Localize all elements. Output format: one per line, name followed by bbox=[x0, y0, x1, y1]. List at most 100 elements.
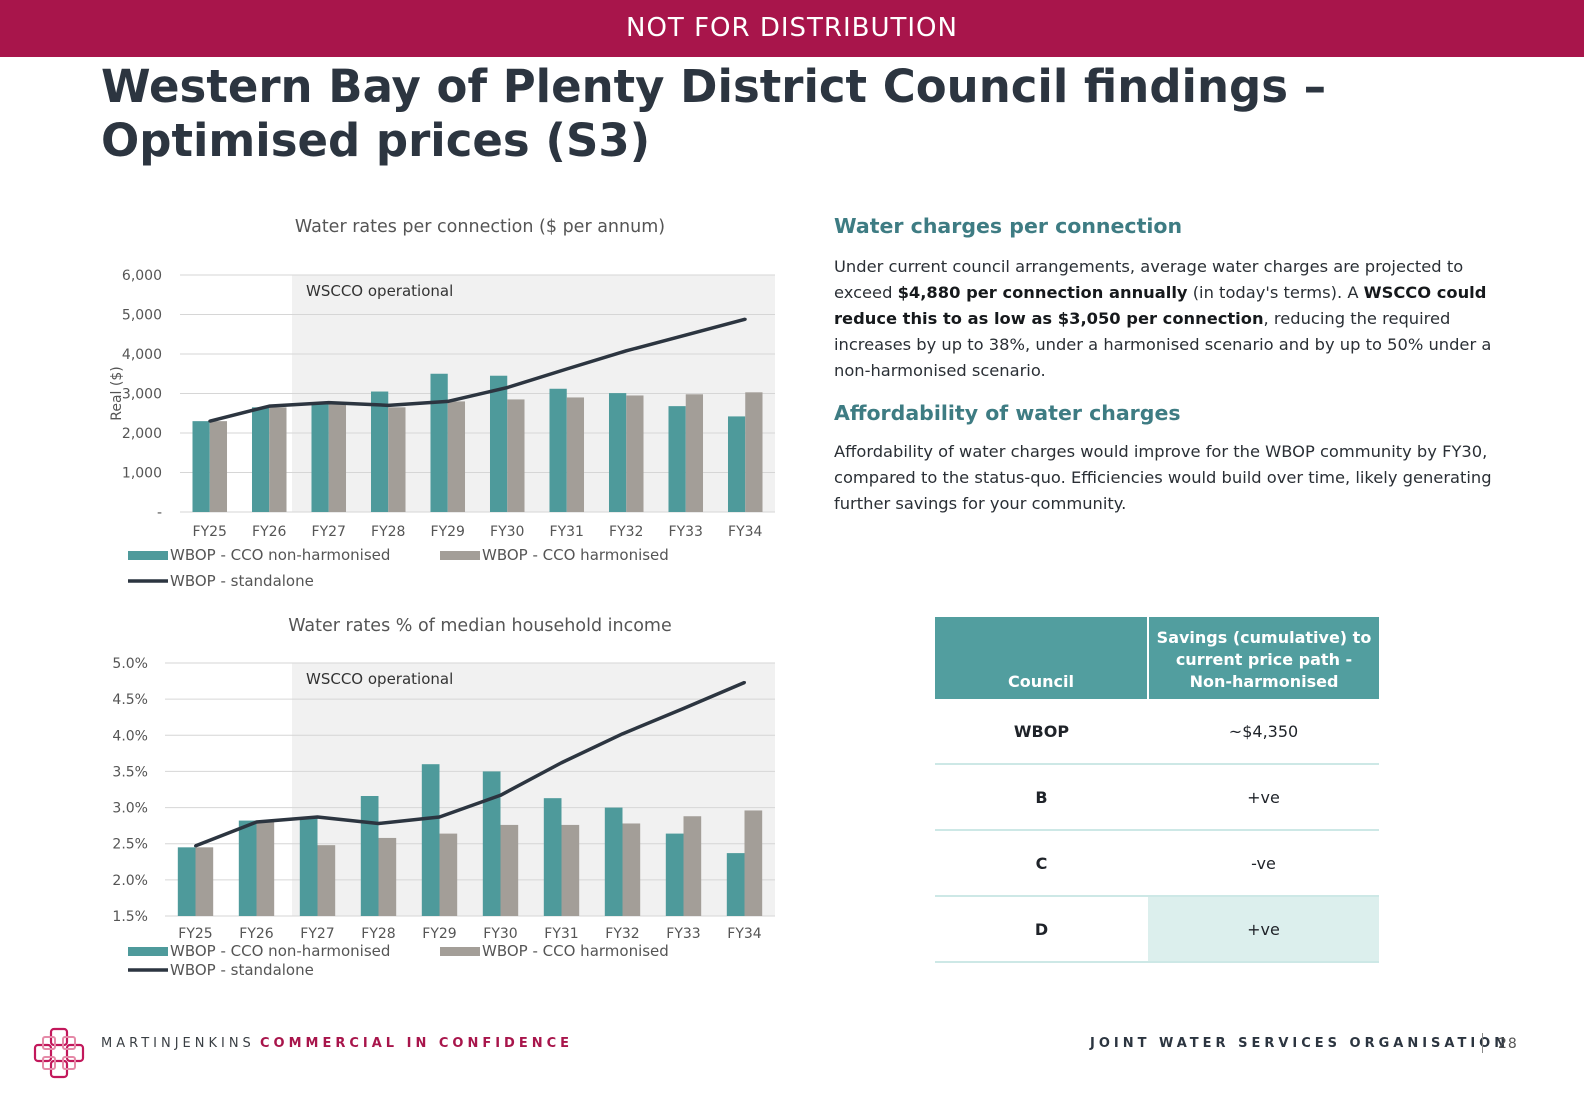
chart1-bar-non-harmonised bbox=[668, 406, 686, 512]
chart2-y-tick-label: 3.5% bbox=[112, 764, 148, 780]
chart2-x-tick-label: FY25 bbox=[178, 926, 212, 942]
chart1-bar-harmonised bbox=[209, 421, 228, 512]
chart1-y-tick-label: 4,000 bbox=[122, 347, 162, 363]
chart2-y-tick-label: 3.0% bbox=[112, 801, 148, 817]
chart2-bar-harmonised bbox=[439, 833, 458, 916]
distribution-banner: NOT FOR DISTRIBUTION bbox=[0, 0, 1584, 57]
chart1-standalone-line bbox=[209, 317, 746, 423]
council-cell: C bbox=[935, 830, 1148, 897]
chart2-x-tick-label: FY27 bbox=[300, 926, 334, 942]
chart2-legend-swatch-harmonised bbox=[440, 947, 480, 956]
chart2-bar-harmonised bbox=[622, 823, 641, 916]
chart2-standalone-point bbox=[560, 761, 563, 765]
chart1-y-tick-label: 6,000 bbox=[122, 268, 162, 284]
chart2-y-tick-label: 4.0% bbox=[112, 728, 148, 744]
chart2-y-tick-label: 1.5% bbox=[112, 909, 148, 925]
chart2-bar-non-harmonised bbox=[665, 833, 684, 916]
body-text: (in today's terms). A bbox=[1187, 283, 1364, 302]
table-row: C -ve bbox=[935, 830, 1379, 897]
chart1-bar-harmonised bbox=[566, 397, 585, 512]
chart1-standalone-point bbox=[684, 333, 688, 337]
chart2-bar-harmonised bbox=[317, 845, 336, 916]
table-row: B +ve bbox=[935, 764, 1379, 831]
chart2-bar-harmonised bbox=[683, 816, 702, 916]
chart1-legend-harmonised: WBOP - CCO harmonised bbox=[482, 546, 669, 564]
page-title: Western Bay of Plenty District Council f… bbox=[101, 60, 1327, 167]
chart1-legend-non-harmonised: WBOP - CCO non-harmonised bbox=[170, 546, 390, 564]
chart1-standalone-point bbox=[208, 419, 212, 423]
chart2-bar-non-harmonised bbox=[360, 796, 379, 916]
chart1-x-tick-label: FY27 bbox=[312, 524, 346, 540]
chart1-y-axis-label: Real ($) bbox=[109, 366, 125, 420]
chart2-bar-harmonised bbox=[561, 824, 580, 916]
page-number: 28 bbox=[1498, 1036, 1518, 1052]
chart2-bar-non-harmonised bbox=[177, 847, 196, 916]
footer-org: JOINT WATER SERVICES ORGANISATION bbox=[1090, 1036, 1510, 1051]
savings-cell: ~$4,350 bbox=[1147, 699, 1379, 765]
chart2-bar-non-harmonised bbox=[726, 853, 745, 916]
chart1-standalone-point bbox=[446, 399, 450, 403]
chart2-standalone-point bbox=[621, 732, 624, 736]
affordability-heading: Affordability of water charges bbox=[834, 401, 1181, 425]
chart1-bar-non-harmonised bbox=[549, 388, 567, 512]
chart1-bar-harmonised bbox=[328, 403, 347, 512]
chart1-standalone-point bbox=[743, 317, 747, 321]
council-cell: B bbox=[935, 764, 1148, 831]
chart1-x-tick-label: FY30 bbox=[490, 524, 524, 540]
chart1-legend-standalone: WBOP - standalone bbox=[170, 572, 314, 590]
chart2-bar-non-harmonised bbox=[238, 820, 257, 916]
chart1-bar-harmonised bbox=[745, 392, 763, 512]
chart2-bar-harmonised bbox=[256, 820, 275, 916]
chart2-bar-non-harmonised bbox=[604, 807, 623, 916]
chart2-x-tick-label: FY29 bbox=[422, 926, 456, 942]
chart1-x-tick-label: FY28 bbox=[371, 524, 405, 540]
chart1-bar-non-harmonised bbox=[727, 416, 746, 512]
chart1-bar-harmonised bbox=[626, 395, 644, 512]
chart1-bar-non-harmonised bbox=[311, 403, 329, 512]
chart1-x-tick-label: FY34 bbox=[728, 524, 763, 540]
chart2-legend-standalone: WBOP - standalone bbox=[170, 961, 314, 979]
chart1-legend-swatch-non-harmonised bbox=[128, 551, 168, 560]
savings-cell: +ve bbox=[1147, 764, 1379, 831]
chart2-standalone-point bbox=[194, 844, 197, 848]
chart2-bar-harmonised bbox=[195, 847, 214, 916]
savings-cell: +ve bbox=[1147, 896, 1379, 963]
chart2-x-tick-label: FY26 bbox=[239, 926, 274, 942]
chart2-bar-harmonised bbox=[744, 810, 763, 916]
footer-divider bbox=[1482, 1033, 1483, 1053]
water-charges-heading: Water charges per connection bbox=[834, 214, 1183, 238]
chart1-bar-harmonised bbox=[685, 394, 704, 512]
affordability-section: Affordability of water charges Affordabi… bbox=[834, 401, 1524, 517]
emphasis-text: $4,880 per connection annually bbox=[897, 283, 1188, 302]
chart1-bar-non-harmonised bbox=[192, 421, 210, 512]
chart2-standalone-point bbox=[316, 815, 319, 819]
footer-brand: MARTINJENKINS bbox=[101, 1036, 255, 1051]
chart1-y-tick-label: 5,000 bbox=[122, 308, 162, 324]
chart2-legend-harmonised: WBOP - CCO harmonised bbox=[482, 942, 669, 960]
chart2-bar-non-harmonised bbox=[299, 818, 318, 916]
chart1-title: Water rates per connection ($ per annum) bbox=[294, 217, 666, 237]
chart2-standalone-point bbox=[438, 815, 441, 819]
chart2-x-tick-label: FY33 bbox=[666, 926, 700, 942]
chart2-standalone-point bbox=[499, 793, 502, 797]
chart2-region-label: WSCCO operational bbox=[306, 670, 453, 688]
chart2-y-tick-label: 2.0% bbox=[112, 873, 148, 889]
water-charges-section: Water charges per connection Under curre… bbox=[834, 214, 1524, 384]
table-row: WBOP ~$4,350 bbox=[935, 699, 1379, 765]
chart1-x-tick-label: FY25 bbox=[193, 524, 227, 540]
chart1-y-tick-label: 1,000 bbox=[122, 466, 162, 482]
chart1-y-tick-label: 3,000 bbox=[122, 387, 162, 403]
body-text: Under current council arrangements, aver… bbox=[834, 257, 1464, 302]
chart1-standalone-point bbox=[505, 386, 509, 390]
chart2-standalone-line bbox=[194, 680, 746, 848]
chart1-bar-non-harmonised bbox=[370, 391, 389, 512]
chart2-bar-non-harmonised bbox=[421, 764, 440, 916]
chart2-legend-swatch-non-harmonised bbox=[128, 947, 168, 956]
chart1-x-tick-label: FY33 bbox=[669, 524, 703, 540]
chart2-standalone-point bbox=[682, 707, 685, 711]
chart1-x-tick-label: FY32 bbox=[609, 524, 643, 540]
chart2-bar-harmonised bbox=[378, 837, 397, 916]
chart1-bar-harmonised bbox=[269, 407, 287, 512]
chart2-y-tick-label: 5.0% bbox=[112, 656, 148, 672]
